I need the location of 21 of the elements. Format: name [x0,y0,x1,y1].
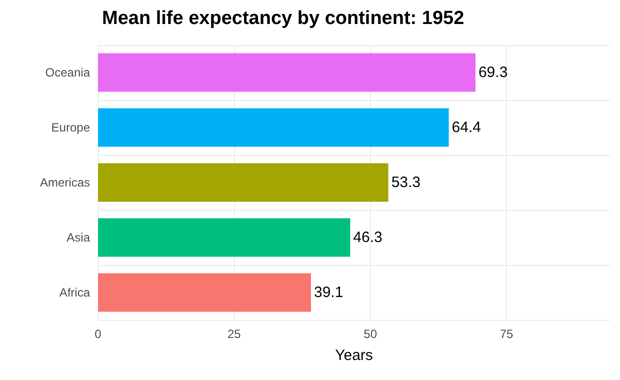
bar [98,53,476,92]
data-label: 69.3 [478,64,508,81]
y-tick-label: Europe [51,120,90,134]
data-label: 46.3 [353,229,382,246]
x-tick-label: 75 [500,327,514,341]
x-tick-label: 25 [227,327,242,341]
bar [98,218,350,257]
x-tick-label: 0 [94,327,102,341]
bar [98,163,388,202]
y-tick-label: Asia [66,230,90,244]
chart-title: Mean life expectancy by continent: 1952 [102,8,464,29]
y-tick-label: Africa [59,286,90,300]
data-label: 39.1 [314,284,344,301]
bar [98,273,311,312]
data-label: 53.3 [391,174,421,191]
y-tick-label: Oceania [45,66,90,80]
x-axis-title: Years [335,347,373,364]
data-label: 64.4 [452,119,481,136]
y-tick-label: Americas [40,176,90,190]
x-tick-label: 50 [364,327,378,341]
bar [98,108,449,147]
